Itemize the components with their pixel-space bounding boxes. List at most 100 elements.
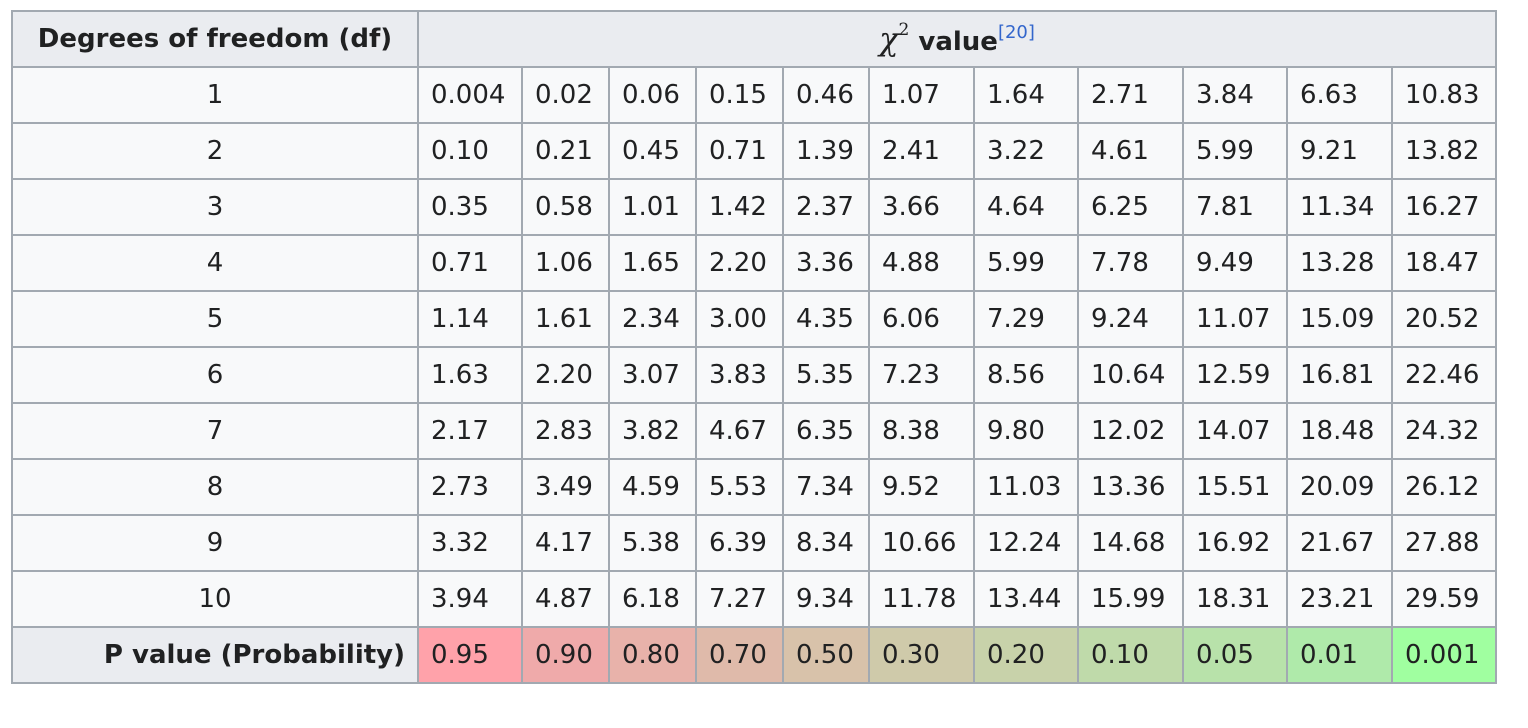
chi-value-cell: 11.34 — [1286, 178, 1393, 236]
p-value-cell: 0.95 — [417, 626, 523, 684]
chi-value-cell: 1.61 — [521, 290, 610, 348]
df-cell: 5 — [11, 290, 419, 348]
chi-value-cell: 3.83 — [695, 346, 784, 404]
chi-value-cell: 11.07 — [1182, 290, 1288, 348]
table-row: 10 3.94 4.87 6.18 7.27 9.34 11.78 13.44 15.99 18.… — [11, 570, 1497, 628]
chi-value-cell: 1.07 — [868, 66, 975, 124]
p-value-cell: 0.70 — [695, 626, 784, 684]
chi-value-cell: 4.59 — [608, 458, 697, 516]
chi-value-cell: 24.32 — [1391, 402, 1497, 460]
chi-value-cell: 0.15 — [695, 66, 784, 124]
df-cell: 9 — [11, 514, 419, 572]
chi-value-cell: 13.82 — [1391, 122, 1497, 180]
chi-value-cell: 6.06 — [868, 290, 975, 348]
chi-value-cell: 0.10 — [417, 122, 523, 180]
chi-value-cell: 1.06 — [521, 234, 610, 292]
chi-value-cell: 3.36 — [782, 234, 870, 292]
chi-value-cell: 15.51 — [1182, 458, 1288, 516]
chi-value-cell: 0.71 — [417, 234, 523, 292]
chi-value-cell: 6.39 — [695, 514, 784, 572]
chi-symbol: χ — [879, 20, 899, 58]
p-value-cell: 0.50 — [782, 626, 870, 684]
p-value-cell: 0.001 — [1391, 626, 1497, 684]
chi-value-cell: 1.42 — [695, 178, 784, 236]
chi-value-cell: 16.81 — [1286, 346, 1393, 404]
chi-value-cell: 3.07 — [608, 346, 697, 404]
chi-value-cell: 2.34 — [608, 290, 697, 348]
chi-value-cell: 16.92 — [1182, 514, 1288, 572]
chi-value-cell: 3.22 — [973, 122, 1079, 180]
df-cell: 4 — [11, 234, 419, 292]
chi-value-cell: 9.52 — [868, 458, 975, 516]
table-row: 5 1.14 1.61 2.34 3.00 4.35 6.06 7.29 9.24 11.07 15… — [11, 290, 1497, 348]
chi-value-cell: 0.71 — [695, 122, 784, 180]
chi-value-cell: 16.27 — [1391, 178, 1497, 236]
chi-value-cell: 2.17 — [417, 402, 523, 460]
p-value-cell: 0.20 — [973, 626, 1079, 684]
chi-value-cell: 7.29 — [973, 290, 1079, 348]
chi-value-cell: 26.12 — [1391, 458, 1497, 516]
chi-value-cell: 18.48 — [1286, 402, 1393, 460]
chi-value-cell: 4.35 — [782, 290, 870, 348]
p-value-row: P value (Probability) 0.95 0.90 0.80 0.70 0.5… — [11, 626, 1497, 684]
chi-value-cell: 11.78 — [868, 570, 975, 628]
table-row: 3 0.35 0.58 1.01 1.42 2.37 3.66 4.64 6.25 7.81 11.… — [11, 178, 1497, 236]
chi-value-cell: 9.80 — [973, 402, 1079, 460]
chi-value-cell: 4.64 — [973, 178, 1079, 236]
chi-value-cell: 7.27 — [695, 570, 784, 628]
chi-value-cell: 12.02 — [1077, 402, 1184, 460]
df-column-header: Degrees of freedom (df) — [11, 10, 419, 68]
chi-value-cell: 3.32 — [417, 514, 523, 572]
chi-value-cell: 2.83 — [521, 402, 610, 460]
chi-value-cell: 6.35 — [782, 402, 870, 460]
chi-value-cell: 2.71 — [1077, 66, 1184, 124]
chi-value-cell: 5.53 — [695, 458, 784, 516]
p-value-cell: 0.90 — [521, 626, 610, 684]
table-row: 6 1.63 2.20 3.07 3.83 5.35 7.23 8.56 10.64 12.59 1… — [11, 346, 1497, 404]
table-row: 1 0.004 0.02 0.06 0.15 0.46 1.07 1.64 2.71 3.84 6.… — [11, 66, 1497, 124]
chi-value-cell: 2.37 — [782, 178, 870, 236]
chi-value-cell: 10.66 — [868, 514, 975, 572]
chi-value-cell: 13.28 — [1286, 234, 1393, 292]
chi-square-table: Degrees of freedom (df) χ2 value[20] 1 0.… — [11, 10, 1497, 684]
df-cell: 6 — [11, 346, 419, 404]
chi-value-cell: 1.63 — [417, 346, 523, 404]
chi-value-cell: 0.45 — [608, 122, 697, 180]
chi-value-cell: 9.49 — [1182, 234, 1288, 292]
chi-value-cell: 29.59 — [1391, 570, 1497, 628]
chi-value-cell: 0.46 — [782, 66, 870, 124]
chi-exponent: 2 — [898, 20, 910, 40]
chi-value-cell: 4.87 — [521, 570, 610, 628]
chi-value-cell: 20.09 — [1286, 458, 1393, 516]
chi-value-cell: 3.49 — [521, 458, 610, 516]
chi-value-cell: 5.99 — [1182, 122, 1288, 180]
table-row: 8 2.73 3.49 4.59 5.53 7.34 9.52 11.03 13.36 15.51… — [11, 458, 1497, 516]
chi-value-cell: 5.99 — [973, 234, 1079, 292]
header-row: Degrees of freedom (df) χ2 value[20] — [11, 10, 1497, 68]
chi-value-cell: 15.99 — [1077, 570, 1184, 628]
chi-value-cell: 7.81 — [1182, 178, 1288, 236]
chi-value-cell: 7.34 — [782, 458, 870, 516]
chi-value-header: χ2 value[20] — [417, 10, 1497, 68]
chi-value-cell: 10.83 — [1391, 66, 1497, 124]
reference-link[interactable]: [20] — [997, 22, 1035, 43]
table-body: 1 0.004 0.02 0.06 0.15 0.46 1.07 1.64 2.71 3.84 6.… — [11, 66, 1497, 684]
p-value-cell: 0.80 — [608, 626, 697, 684]
chi-value-cell: 5.35 — [782, 346, 870, 404]
chi-value-cell: 0.06 — [608, 66, 697, 124]
chi-value-cell: 2.20 — [695, 234, 784, 292]
df-cell: 10 — [11, 570, 419, 628]
chi-value-cell: 9.21 — [1286, 122, 1393, 180]
chi-value-cell: 3.00 — [695, 290, 784, 348]
chi-value-cell: 15.09 — [1286, 290, 1393, 348]
chi-value-cell: 12.24 — [973, 514, 1079, 572]
table-row: 4 0.71 1.06 1.65 2.20 3.36 4.88 5.99 7.78 9.49 13.… — [11, 234, 1497, 292]
chi-value-cell: 1.65 — [608, 234, 697, 292]
chi-value-cell: 8.34 — [782, 514, 870, 572]
chi-value-cell: 22.46 — [1391, 346, 1497, 404]
p-value-cell: 0.05 — [1182, 626, 1288, 684]
chi-value-cell: 9.24 — [1077, 290, 1184, 348]
chi-value-cell: 0.58 — [521, 178, 610, 236]
chi-value-cell: 0.02 — [521, 66, 610, 124]
chi-value-cell: 7.78 — [1077, 234, 1184, 292]
